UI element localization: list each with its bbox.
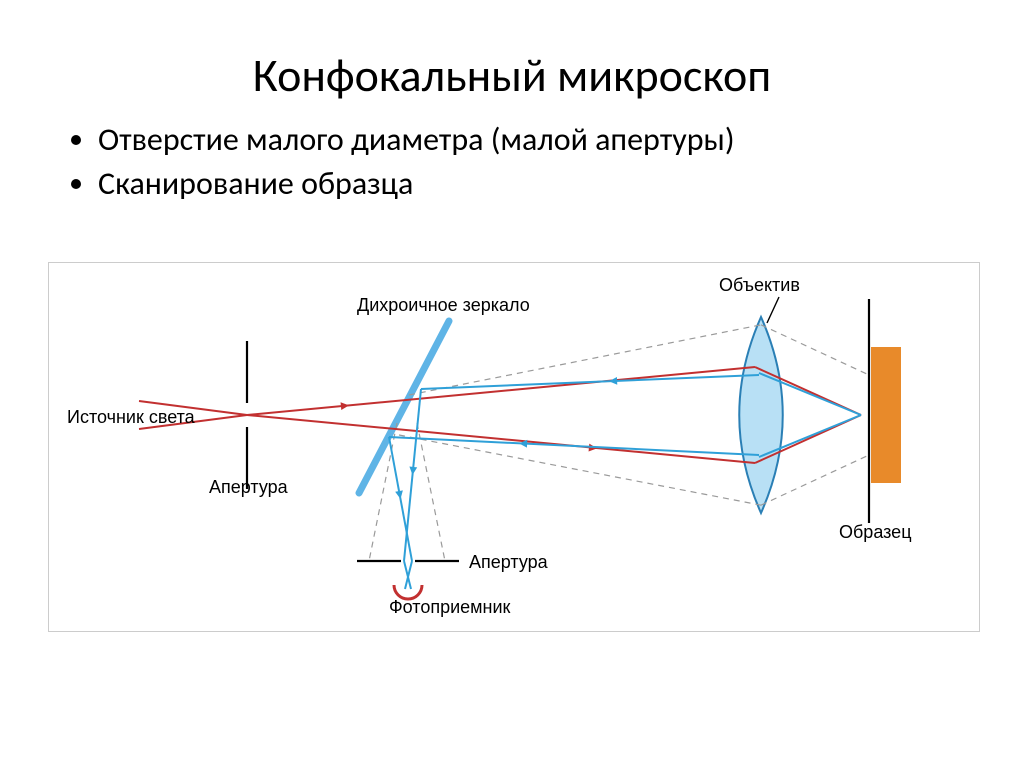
svg-text:Апертура: Апертура [469,552,549,572]
svg-text:Фотоприемник: Фотоприемник [389,597,511,617]
bullet-item: Сканирование образца [98,164,735,204]
svg-text:Источник света: Источник света [67,407,196,427]
slide-title: Конфокальный микроскоп [0,48,1024,104]
bullet-item: Отверстие малого диаметра (малой апертур… [98,120,735,160]
confocal-diagram: Источник света Апертура Дихроичное зеркало… [48,262,980,632]
svg-text:Апертура: Апертура [209,477,289,497]
svg-text:Дихроичное зеркало: Дихроичное зеркало [357,295,530,315]
svg-text:Образец: Образец [839,522,912,542]
bullet-list: Отверстие малого диаметра (малой апертур… [70,120,735,208]
svg-text:Объектив: Объектив [719,275,800,295]
